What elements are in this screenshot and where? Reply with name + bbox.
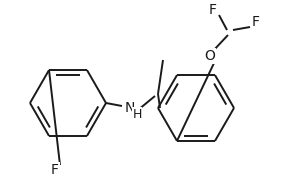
Text: H: H bbox=[132, 108, 142, 121]
Text: N: N bbox=[125, 101, 135, 115]
Text: O: O bbox=[205, 49, 216, 63]
Text: F: F bbox=[51, 163, 59, 177]
Text: F: F bbox=[209, 3, 217, 17]
Text: F: F bbox=[252, 15, 260, 29]
